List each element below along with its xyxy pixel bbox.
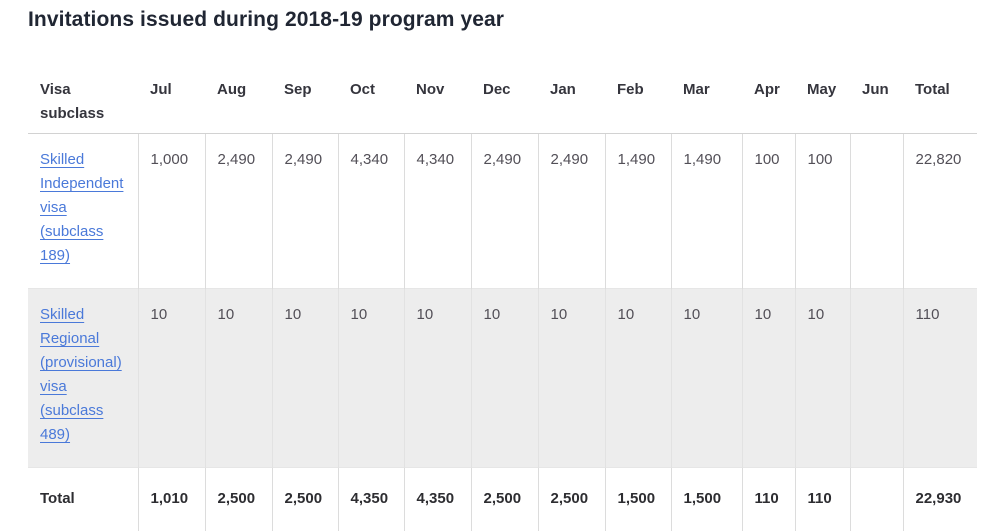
table-cell: 100 — [794, 133, 850, 289]
table-cell: 10 — [403, 288, 471, 468]
table-cell: 2,490 — [537, 133, 605, 289]
table-cell: 4,340 — [337, 133, 404, 289]
table-cell: 10 — [470, 288, 538, 468]
invitations-table: Visa subclass Jul Aug Sep Oct Nov Dec Ja… — [28, 66, 977, 531]
page-title: Invitations issued during 2018-19 progra… — [28, 8, 505, 31]
table-cell: 10 — [537, 288, 605, 468]
row-subclass-189: Skilled Independent visa (subclass 189) … — [28, 133, 977, 289]
column-header-oct: Oct — [338, 66, 404, 134]
table-cell: 10 — [137, 288, 205, 468]
table-cell: 100 — [741, 133, 795, 289]
column-header-jan: Jan — [538, 66, 605, 134]
table-cell: 1,500 — [670, 467, 742, 531]
table-cell: 4,340 — [403, 133, 471, 289]
table-cell: 10 — [271, 288, 338, 468]
table-cell: 10 — [794, 288, 850, 468]
table-cell-empty — [849, 467, 903, 531]
table-cell: 2,490 — [271, 133, 338, 289]
table-cell: Skilled Regional (provisional) visa (sub… — [28, 288, 138, 468]
table-cell: 10 — [337, 288, 404, 468]
table-cell: 2,500 — [470, 467, 538, 531]
column-header-dec: Dec — [471, 66, 538, 134]
table-cell: 1,010 — [137, 467, 205, 531]
column-header-feb: Feb — [605, 66, 671, 134]
table-cell: 22,820 — [902, 133, 977, 289]
table-cell: 2,490 — [204, 133, 272, 289]
row-subclass-489: Skilled Regional (provisional) visa (sub… — [28, 288, 977, 468]
column-header-jun: Jun — [850, 66, 903, 134]
table-cell: 10 — [670, 288, 742, 468]
table-cell-empty — [849, 288, 903, 468]
table-cell: 110 — [902, 288, 977, 468]
column-header-aug: Aug — [205, 66, 272, 134]
table-cell: 110 — [794, 467, 850, 531]
table-cell: 4,350 — [403, 467, 471, 531]
table-cell: Skilled Independent visa (subclass 189) — [28, 133, 138, 289]
table-cell: 110 — [741, 467, 795, 531]
table-header-row: Visa subclass Jul Aug Sep Oct Nov Dec Ja… — [28, 66, 977, 134]
total-row-label: Total — [28, 467, 138, 531]
table-cell: 2,500 — [271, 467, 338, 531]
table-cell: 1,490 — [670, 133, 742, 289]
column-header-jul: Jul — [138, 66, 205, 134]
column-header-sep: Sep — [272, 66, 338, 134]
column-header-visa-subclass: Visa subclass — [28, 66, 138, 134]
table-cell: 10 — [741, 288, 795, 468]
table-cell: 4,350 — [337, 467, 404, 531]
column-header-mar: Mar — [671, 66, 742, 134]
column-header-nov: Nov — [404, 66, 471, 134]
table-cell-empty — [849, 133, 903, 289]
column-header-total: Total — [903, 66, 977, 134]
table-cell: 2,500 — [537, 467, 605, 531]
table-cell: 22,930 — [902, 467, 977, 531]
column-header-may: May — [795, 66, 850, 134]
table-cell: 1,490 — [604, 133, 671, 289]
table-cell: 2,500 — [204, 467, 272, 531]
visa-subclass-489-link[interactable]: Skilled Regional (provisional) visa (sub… — [40, 306, 122, 443]
table-cell: 1,500 — [604, 467, 671, 531]
column-header-apr: Apr — [742, 66, 795, 134]
table-cell: 1,000 — [137, 133, 205, 289]
row-total: Total 1,010 2,500 2,500 4,350 4,350 2,50… — [28, 467, 977, 531]
table-cell: 10 — [604, 288, 671, 468]
table-cell: 10 — [204, 288, 272, 468]
visa-subclass-189-link[interactable]: Skilled Independent visa (subclass 189) — [40, 151, 124, 264]
table-cell: 2,490 — [470, 133, 538, 289]
